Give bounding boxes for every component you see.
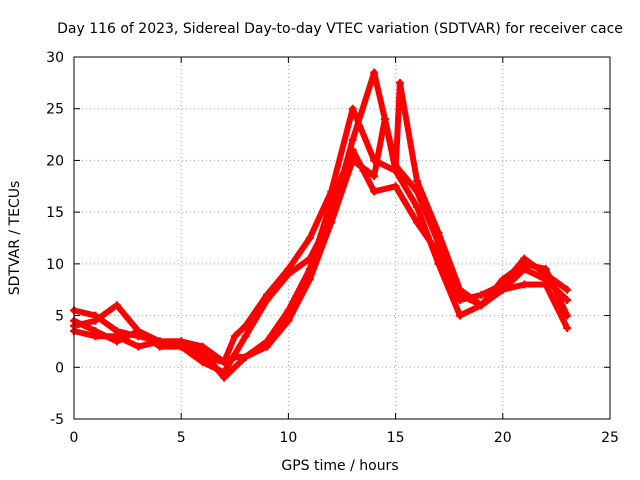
data-point <box>220 368 229 377</box>
data-point <box>305 254 314 263</box>
data-point <box>230 352 239 361</box>
data-point <box>563 296 572 305</box>
x-axis: 0 5 10 15 20 25 <box>70 57 619 446</box>
data-point <box>413 202 422 211</box>
data-point <box>91 332 100 341</box>
data-point <box>413 177 422 186</box>
data-point <box>198 342 207 351</box>
data-point <box>563 311 572 320</box>
data-point <box>134 342 143 351</box>
data-point <box>520 265 529 274</box>
series-trace <box>71 69 571 376</box>
data-point <box>498 285 507 294</box>
data-point <box>370 156 379 165</box>
data-point <box>477 301 486 310</box>
data-point <box>305 234 314 242</box>
data-point <box>305 275 314 284</box>
data-point <box>241 332 250 341</box>
grid <box>74 57 610 419</box>
x-tick-label: 20 <box>494 430 512 446</box>
series-layer <box>70 68 572 382</box>
data-point <box>498 275 507 284</box>
data-point <box>220 358 229 367</box>
data-point <box>112 301 121 310</box>
data-point <box>391 166 400 175</box>
data-point <box>348 104 357 113</box>
data-point <box>284 316 293 325</box>
x-tick-label: 10 <box>279 430 297 446</box>
data-point <box>155 337 164 346</box>
data-point <box>262 290 271 299</box>
data-point <box>455 311 464 320</box>
data-point <box>198 352 207 361</box>
data-point <box>563 323 572 332</box>
data-point <box>370 171 379 180</box>
y-axis-label: SDTVAR / TECUs <box>7 181 23 296</box>
x-axis-label: GPS time / hours <box>281 458 398 474</box>
data-point <box>370 68 379 77</box>
y-tick-label: 15 <box>46 205 64 221</box>
y-tick-label: 0 <box>55 360 64 376</box>
x-tick-label: 5 <box>177 430 186 446</box>
x-tick-label: 0 <box>70 430 79 446</box>
series-track-2 <box>70 68 572 377</box>
y-tick-label: 25 <box>46 102 64 118</box>
y-tick-label: 30 <box>46 50 64 66</box>
data-point <box>380 115 389 124</box>
y-tick-label: 10 <box>46 257 64 273</box>
data-point <box>112 332 121 341</box>
data-point <box>91 316 100 325</box>
data-point <box>395 78 404 87</box>
series-track-4 <box>70 78 572 367</box>
data-point <box>230 332 239 341</box>
data-point <box>455 285 464 294</box>
data-point <box>520 280 529 289</box>
data-point <box>241 321 250 330</box>
plot-frame <box>73 56 611 420</box>
data-point <box>541 275 550 284</box>
x-tick-label: 15 <box>387 430 405 446</box>
y-tick-label: 20 <box>46 153 64 169</box>
y-axis: -5 0 5 10 15 20 25 30 <box>46 50 610 428</box>
data-point <box>477 290 486 299</box>
data-point <box>541 265 550 274</box>
data-point <box>241 352 250 361</box>
data-point <box>434 228 443 237</box>
data-point <box>391 182 400 191</box>
data-point <box>348 135 357 144</box>
x-tick-label: 25 <box>601 430 619 446</box>
series-trace <box>71 79 571 366</box>
data-point <box>370 187 379 196</box>
data-point <box>262 342 271 351</box>
data-point <box>563 285 572 294</box>
data-point <box>327 187 336 196</box>
data-point <box>434 259 443 268</box>
data-point <box>177 337 186 346</box>
y-tick-label: 5 <box>55 309 64 325</box>
data-point <box>284 265 293 274</box>
data-point <box>327 218 336 227</box>
data-point <box>348 156 357 165</box>
data-point <box>134 327 143 336</box>
chart-title: Day 116 of 2023, Sidereal Day-to-day VTE… <box>57 21 623 37</box>
y-tick-label: -5 <box>50 412 64 428</box>
